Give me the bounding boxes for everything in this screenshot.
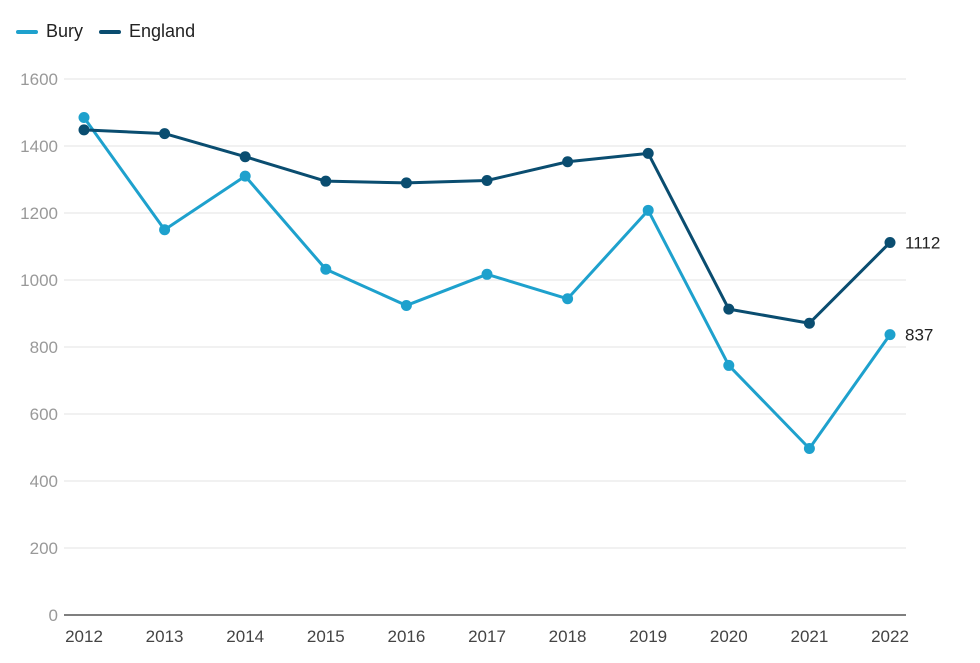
y-tick-label-800: 800 [30,338,58,357]
data-point-bury-2015 [320,263,332,275]
legend-swatch-bury [16,29,38,34]
legend: Bury England [16,21,195,42]
data-point-bury-2013 [159,224,171,236]
data-point-england-2022 [884,236,896,248]
data-point-england-2014 [239,151,251,163]
data-point-bury-2021 [803,443,815,455]
legend-item-england[interactable]: England [99,21,195,42]
y-tick-label-1600: 1600 [20,70,58,89]
x-tick-label-2020: 2020 [710,627,748,646]
data-point-bury-2012 [78,112,90,124]
data-point-england-2021 [803,317,815,329]
y-tick-label-400: 400 [30,472,58,491]
data-point-england-2013 [159,128,171,140]
data-label-bury-2022: 837 [905,326,933,345]
x-tick-label-2021: 2021 [790,627,828,646]
data-point-england-2016 [400,177,412,189]
data-point-bury-2018 [562,293,574,305]
legend-label-england: England [129,21,196,41]
data-point-england-2012 [78,124,90,136]
data-point-bury-2020 [723,359,735,371]
y-tick-label-200: 200 [30,539,58,558]
data-point-bury-2019 [642,204,654,216]
x-tick-label-2018: 2018 [549,627,587,646]
series-line-england [82,128,892,325]
data-point-england-2018 [562,156,574,168]
x-tick-label-2017: 2017 [468,627,506,646]
data-point-england-2019 [642,147,654,159]
data-label-england-2022: 1112 [905,233,940,252]
y-tick-label-1200: 1200 [20,204,58,223]
y-tick-label-1000: 1000 [20,271,58,290]
x-tick-label-2015: 2015 [307,627,345,646]
legend-swatch-england [99,29,122,34]
series-line-bury [82,116,892,451]
data-point-bury-2017 [481,268,493,280]
y-tick-label-600: 600 [30,405,58,424]
x-tick-label-2022: 2022 [871,627,909,646]
data-point-england-2020 [723,303,735,315]
y-tick-label-0: 0 [49,606,58,625]
data-point-bury-2014 [239,170,251,182]
x-tick-label-2014: 2014 [226,627,264,646]
data-point-england-2015 [320,175,332,187]
data-point-bury-2016 [400,299,412,311]
x-tick-label-2019: 2019 [629,627,667,646]
data-point-england-2017 [481,175,493,187]
data-point-bury-2022 [884,329,896,341]
x-tick-label-2016: 2016 [387,627,425,646]
x-tick-label-2012: 2012 [65,627,103,646]
y-tick-label-1400: 1400 [20,137,58,156]
x-tick-label-2013: 2013 [146,627,184,646]
legend-label-bury: Bury [46,21,84,41]
legend-item-bury[interactable]: Bury [16,21,83,42]
